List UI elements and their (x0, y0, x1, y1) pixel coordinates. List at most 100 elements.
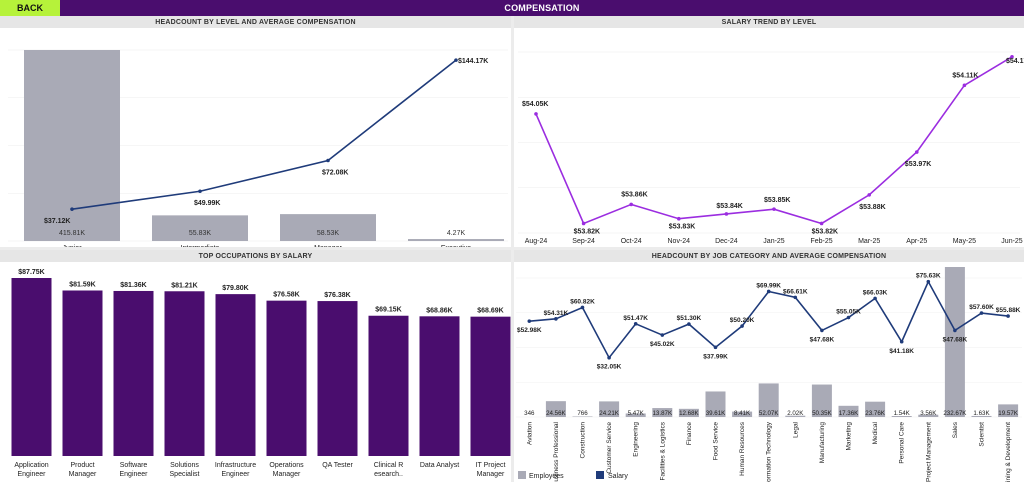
category-label: Customer Service (606, 422, 613, 474)
legend-employees-label: Employees (529, 473, 564, 480)
category-bar (865, 401, 886, 417)
trend-point (867, 193, 871, 197)
occupation-value-label: $79.80K (222, 285, 248, 292)
occupation-bar (368, 315, 409, 456)
salary-point (687, 322, 691, 326)
x-tick-label: Nov-24 (668, 238, 691, 245)
salary-point (454, 58, 458, 62)
job-category-title: HEADCOUNT BY JOB CATEGORY AND AVERAGE CO… (514, 250, 1024, 262)
salary-label: $69.99K (756, 282, 781, 289)
back-button[interactable]: BACK (0, 0, 60, 16)
category-label: Sales (952, 421, 959, 438)
trend-point (677, 216, 681, 221)
salary-point (580, 305, 585, 310)
occupation-label: IT Project Manager (476, 462, 506, 478)
salary-label: $49.99K (194, 200, 220, 207)
page-title: COMPENSATION (504, 3, 580, 13)
trend-label: $53.88K (859, 204, 885, 211)
top-occupations-panel: TOP OCCUPATIONS BY SALARY $87.75K Applica… (0, 250, 511, 482)
trend-label: $53.97K (905, 161, 931, 168)
category-label: Manufacturing (819, 422, 826, 464)
trend-label: $54.17K (1006, 58, 1024, 65)
category-bar-label: 346 (524, 410, 535, 417)
occupation-label: QA Tester (322, 462, 353, 469)
category-bar (732, 411, 753, 417)
x-tick-label: Mar-25 (858, 238, 880, 245)
bar-label: 55.83K (189, 230, 212, 237)
salary-label: $55.05K (836, 309, 861, 316)
occupation-bar (215, 294, 256, 456)
legend-salary-label: Salary (608, 473, 628, 480)
category-label: Personal Care (899, 422, 906, 464)
salary-point (846, 315, 851, 320)
salary-label: $37.12K (44, 218, 70, 225)
category-label: Finance (686, 422, 693, 446)
salary-point (70, 207, 74, 211)
salary-point (713, 345, 718, 350)
category-bar-label: 23.76K (865, 410, 885, 417)
occupation-bar (164, 291, 205, 456)
salary-point (873, 296, 877, 301)
salary-point (899, 339, 904, 344)
x-tick-label: Feb-25 (811, 238, 833, 245)
x-tick-label: Aug-24 (525, 238, 548, 245)
category-bar-label: 24.56K (546, 410, 566, 417)
occupation-value-label: $81.59K (69, 281, 95, 288)
occupation-bar (317, 301, 358, 456)
salary-label: $75.63K (916, 273, 941, 280)
salary-label: $54.31K (544, 310, 569, 317)
x-tick-label: Manager (314, 245, 342, 247)
salary-label: $55.88K (996, 307, 1021, 314)
salary-label: $57.60K (969, 304, 994, 311)
occupation-bar (470, 316, 511, 456)
headcount-level-panel: HEADCOUNT BY LEVEL AND AVERAGE COMPENSAT… (0, 16, 511, 247)
occupation-value-label: $76.38K (324, 292, 350, 299)
occupation-label: Application Engineer (14, 462, 48, 478)
category-bar (785, 415, 806, 417)
category-label: Food Service (713, 422, 720, 461)
x-tick-label: Dec-24 (715, 238, 738, 245)
category-label: Information Technology (766, 421, 773, 482)
salary-point (326, 158, 330, 163)
category-bar-label: 232.67K (943, 410, 967, 417)
salary-label: $60.82K (570, 298, 595, 305)
occupation-label: Operations Manager (269, 462, 304, 478)
trend-point (724, 212, 729, 216)
salary-point (740, 324, 744, 328)
x-tick-label: Jan-25 (763, 238, 785, 245)
category-label: Facilities & Logistics (659, 421, 666, 480)
salary-label: $66.61K (783, 288, 808, 295)
x-tick-label: Sep-24 (572, 238, 595, 245)
trend-label: $54.11K (952, 72, 978, 79)
trend-point (534, 112, 538, 116)
salary-line (71, 59, 457, 210)
category-bar (652, 408, 673, 417)
trend-label: $53.82K (812, 228, 838, 235)
category-bar-label: 8.41K (734, 410, 751, 417)
occupation-bar (266, 300, 307, 456)
horizontal-divider (0, 247, 1024, 250)
trend-point (962, 83, 967, 88)
occupation-value-label: $69.15K (375, 307, 401, 314)
occupation-value-label: $68.69K (477, 308, 503, 315)
x-tick-label: Oct-24 (621, 238, 642, 245)
occupation-bar (113, 290, 154, 456)
category-bar (545, 401, 566, 417)
x-tick-label: Intermediate (181, 245, 220, 247)
occupation-value-label: $68.86K (426, 307, 452, 314)
occupation-bar (62, 290, 103, 456)
occupation-label: Product Manager (69, 462, 97, 478)
occupation-label: Data Analyst (420, 462, 459, 469)
trend-label: $53.86K (621, 191, 647, 198)
salary-label: $41.18K (889, 348, 914, 355)
salary-label: $37.99K (703, 353, 728, 360)
job-category-chart: 346 Aviation 24.56K Business Professional 76… (516, 267, 1022, 482)
top-bar (0, 0, 1024, 16)
top-occupations-title: TOP OCCUPATIONS BY SALARY (0, 250, 511, 262)
category-bar (678, 408, 699, 417)
category-bar (758, 383, 779, 417)
salary-label: $47.68K (810, 336, 835, 343)
x-tick-label: Jun-25 (1001, 238, 1023, 245)
salary-label: $144.17K (458, 58, 488, 65)
